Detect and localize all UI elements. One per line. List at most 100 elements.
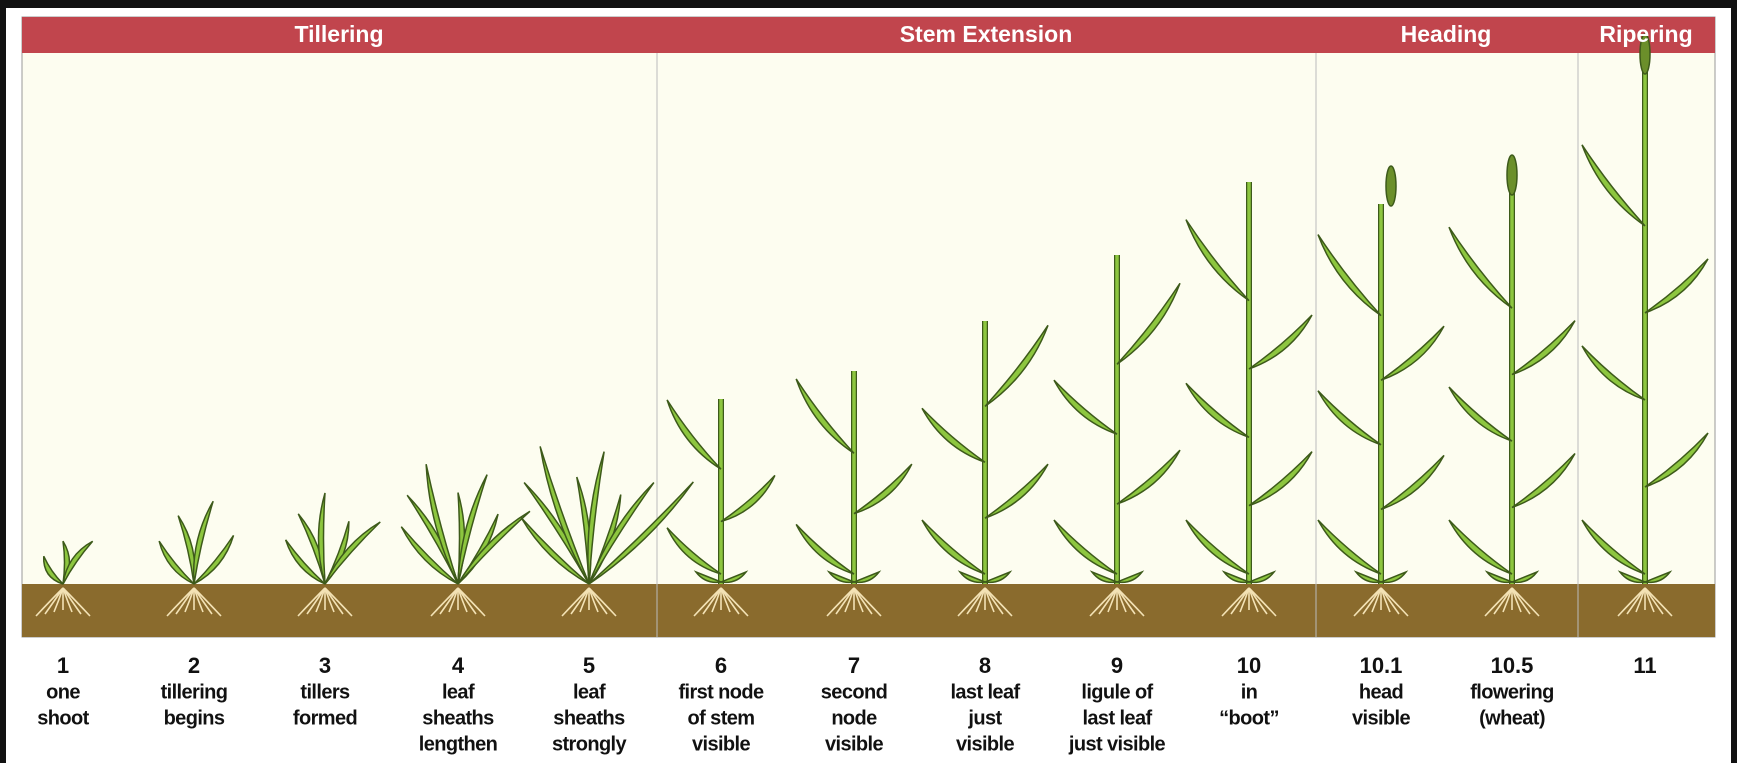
stage-label: flowering [1470,681,1554,703]
root [1511,587,1540,617]
plant [158,500,235,617]
leaf [1116,449,1181,505]
leaf [693,570,724,584]
leaf [984,324,1049,407]
leaf [718,570,749,584]
leaf [1380,325,1445,381]
leaf [984,463,1049,519]
leaf [666,527,722,575]
plant [1581,33,1709,617]
leaf [1185,219,1250,302]
stage-label: visible [825,733,884,755]
stage-label: begins [164,707,225,729]
leaf [666,399,722,470]
stage-number: 5 [583,653,595,678]
stage-label: strongly [552,733,628,755]
leaf [1484,570,1515,584]
leaf [921,519,986,575]
stage-label: sheaths [553,707,625,729]
section-title: Tillering [294,21,383,47]
leaf [1185,519,1250,575]
leaf [324,521,381,585]
plant [35,540,94,617]
header-band [22,17,1715,53]
stage-label: ligule of [1081,681,1153,703]
leaf [1509,570,1540,584]
leaf [957,570,988,584]
leaf [588,481,655,585]
plant [666,399,776,617]
leaf [1221,570,1252,584]
leaf [1246,570,1277,584]
root [457,587,486,617]
leaf [539,446,590,585]
head [1506,154,1518,196]
leaf [826,570,857,584]
leaf [1116,282,1181,365]
leaf [1644,432,1709,488]
leaf [1317,390,1382,446]
root [193,587,222,617]
root [720,587,749,617]
root [1380,587,1409,617]
leaf [317,492,326,585]
stage-label: sheaths [422,707,494,729]
leaf [1511,453,1576,509]
leaf [1581,519,1646,575]
root [588,587,617,617]
leaf [457,474,488,585]
plant [1053,255,1181,617]
leaf [1248,314,1313,370]
leaf [42,555,64,585]
stage-label: visible [692,733,751,755]
stage-label: one [46,681,80,703]
leaf [1644,258,1709,314]
leaf [158,540,195,585]
leaf [62,540,94,585]
stage-label: second [821,681,887,703]
stage-label: first node [678,681,764,703]
root [1248,587,1277,617]
leaf [1511,320,1576,376]
leaf [400,526,459,585]
leaf [982,570,1013,584]
leaf [192,500,214,585]
ground [22,584,1715,637]
plant [921,321,1049,617]
stage-number: 2 [188,653,200,678]
root [984,587,1013,617]
leaf [1448,386,1513,442]
stage-label: leaf [573,681,606,703]
stage-number: 7 [848,653,860,678]
stage-label: visible [956,733,1015,755]
stage-number: 10.1 [1360,653,1403,678]
stage-number: 11 [1633,653,1656,678]
stage-number: 6 [715,653,727,678]
leaf [1581,144,1646,227]
leaf [795,378,855,454]
stage-number: 3 [319,653,331,678]
leaf [1448,519,1513,575]
leaf [457,510,531,585]
stage-label: leaf [442,681,475,703]
leaf [853,463,913,515]
leaf [1317,234,1382,317]
plant [795,371,913,617]
stage-label: of stem [688,707,755,729]
root [62,587,91,617]
chart-area [21,16,1716,638]
stage-label: last leaf [1082,707,1152,729]
root [1116,587,1145,617]
stage-number: 8 [979,653,991,678]
plant [400,464,531,617]
stage-label: formed [293,707,357,729]
head [1385,165,1397,207]
stage-label: shoot [37,707,89,729]
root [1644,587,1673,617]
leaf [284,539,326,585]
leaf [1617,570,1648,584]
root [853,587,882,617]
leaf [851,570,882,584]
root [324,587,353,617]
